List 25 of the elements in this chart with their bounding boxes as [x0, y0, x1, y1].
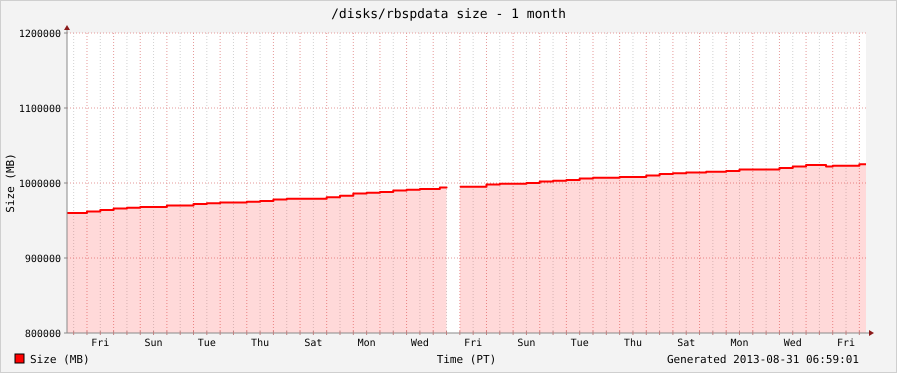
x-tick-label: Sun: [517, 338, 536, 349]
y-tick-label: 900000: [24, 254, 61, 265]
legend-label: Size (MB): [30, 353, 90, 366]
y-axis-title: Size (MB): [4, 153, 17, 213]
x-tick-label: Fri: [836, 338, 856, 349]
y-tick-label: 1200000: [18, 29, 61, 40]
text: Generated 2013-08-31 06:59:01: [666, 353, 859, 366]
x-tick-label: Wed: [410, 338, 429, 349]
x-tick-label: Thu: [251, 338, 270, 349]
x-tick-label: Tue: [198, 338, 216, 349]
x-tick-label: Mon: [730, 338, 749, 349]
x-tick-label: Sun: [144, 338, 163, 349]
chart-title: /disks/rbspdata size - 1 month: [331, 7, 566, 22]
x-tick-label: Mon: [358, 338, 376, 349]
y-tick-label: 1000000: [18, 179, 61, 190]
x-tick-label: Wed: [784, 338, 802, 349]
x-tick-label: Sat: [677, 338, 696, 349]
y-tick-label: 1100000: [18, 104, 61, 115]
x-tick-label: Fri: [91, 338, 110, 349]
y-tick-label: 800000: [24, 329, 61, 340]
x-tick-label: Sat: [304, 338, 322, 349]
x-tick-label: Tue: [570, 338, 589, 349]
x-tick-label: Fri: [464, 338, 482, 349]
x-tick-label: Thu: [624, 338, 642, 349]
x-axis-title: Time (PT): [436, 353, 496, 366]
